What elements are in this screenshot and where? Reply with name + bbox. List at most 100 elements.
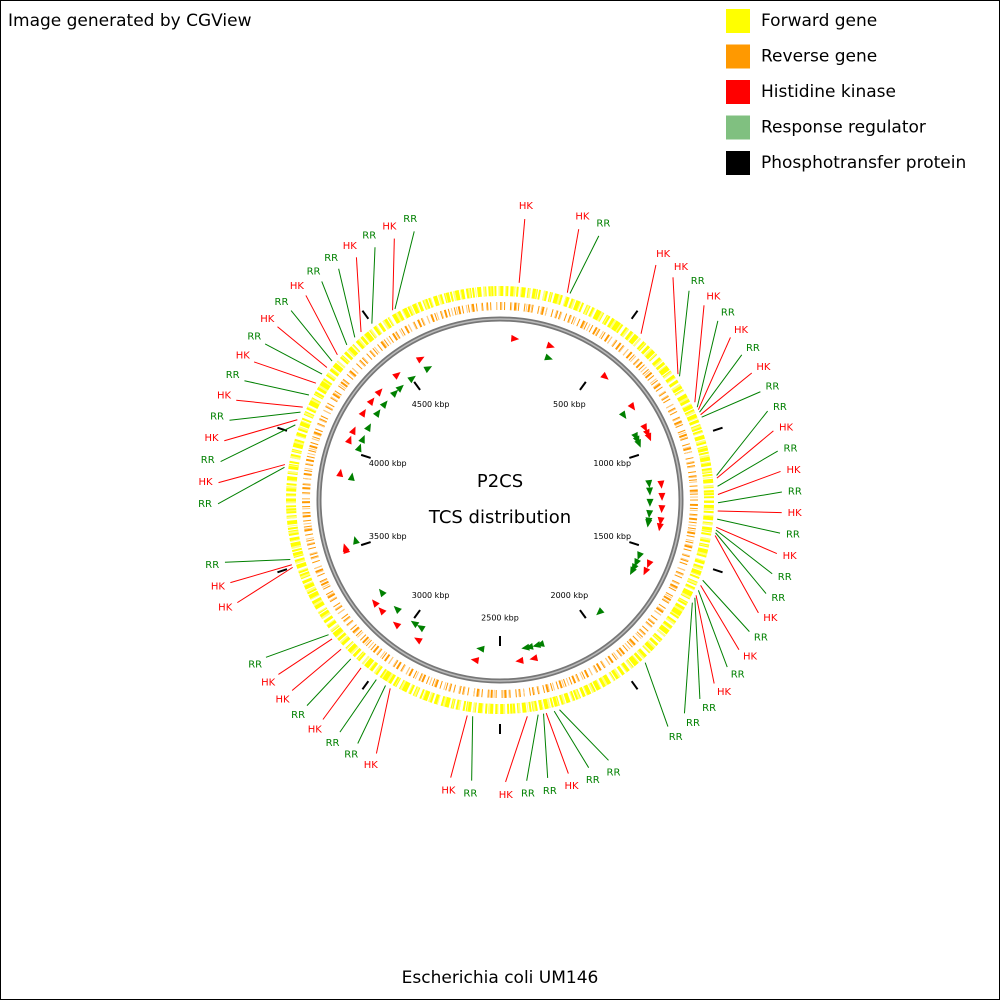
feature-label: RR xyxy=(324,253,338,264)
feature-leader xyxy=(644,662,669,727)
feature-leader xyxy=(265,634,329,658)
feature-marker xyxy=(378,588,387,598)
feature-leader xyxy=(291,648,342,691)
feature-label: HK xyxy=(575,212,590,223)
tick-inner xyxy=(360,453,371,459)
feature-leader xyxy=(694,597,701,699)
feature-label: RR xyxy=(521,789,535,800)
feature-leader xyxy=(244,380,310,396)
feature-label: HK xyxy=(756,362,771,373)
legend-label: Forward gene xyxy=(761,11,877,31)
legend-label: Reverse gene xyxy=(761,47,877,67)
reverse-ring-tint xyxy=(302,302,698,698)
feature-leader xyxy=(371,247,376,324)
tick-label: 2500 kbp xyxy=(481,614,519,623)
feature-marker xyxy=(414,637,423,645)
feature-marker xyxy=(366,397,375,407)
feature-label: HK xyxy=(205,433,220,444)
feature-label: HK xyxy=(788,508,803,519)
feature-leader xyxy=(518,219,526,283)
feature-label: HK xyxy=(441,785,456,796)
feature-leader xyxy=(217,466,285,505)
feature-leader xyxy=(322,667,362,720)
feature-label: RR xyxy=(201,455,215,466)
feature-leader xyxy=(717,450,778,487)
feature-marker xyxy=(358,408,366,418)
feature-leader xyxy=(694,305,705,403)
tick-label: 4000 kbp xyxy=(369,459,407,468)
feature-label: HK xyxy=(290,281,305,292)
center-subtitle: TCS distribution xyxy=(428,507,571,528)
feature-marker xyxy=(640,423,648,432)
feature-marker xyxy=(646,509,654,519)
feature-marker xyxy=(390,389,399,398)
feature-label: RR xyxy=(463,789,477,800)
feature-leader xyxy=(278,638,333,675)
feature-marker xyxy=(634,557,641,567)
tick-label: 2000 kbp xyxy=(551,591,589,600)
tick-inner xyxy=(413,381,421,391)
feature-leader xyxy=(697,590,728,668)
tick-label: 1000 kbp xyxy=(593,459,631,468)
feature-marker xyxy=(544,353,553,361)
feature-marker xyxy=(416,625,426,633)
tick-label: 4500 kbp xyxy=(412,400,450,409)
legend-swatch xyxy=(726,80,750,104)
feature-leader xyxy=(543,713,549,778)
feature-label: HK xyxy=(275,694,290,705)
feature-leader xyxy=(700,585,740,650)
tick-inner xyxy=(360,541,371,547)
feature-marker xyxy=(645,519,653,528)
feature-leader xyxy=(220,424,296,463)
feature-marker xyxy=(647,559,654,569)
feature-marker xyxy=(407,375,416,384)
feature-marker xyxy=(423,366,433,374)
feature-marker xyxy=(371,599,380,608)
tick-inner xyxy=(629,541,640,547)
feature-leader xyxy=(699,354,743,413)
feature-marker xyxy=(646,487,654,496)
feature-marker xyxy=(657,480,665,489)
feature-marker xyxy=(476,645,485,653)
legend-swatch xyxy=(726,44,750,69)
feature-leader xyxy=(717,491,782,504)
feature-label: HK xyxy=(564,781,579,792)
feature-label: RR xyxy=(765,382,779,393)
feature-leader xyxy=(394,231,415,310)
feature-marker xyxy=(596,607,605,616)
feature-label: HK xyxy=(217,391,232,402)
feature-marker xyxy=(348,426,356,436)
feature-leader xyxy=(683,602,693,714)
feature-marker xyxy=(342,543,350,553)
tick-outer xyxy=(361,310,370,320)
feature-label: HK xyxy=(519,201,534,212)
feature-marker xyxy=(521,643,530,651)
feature-marker xyxy=(372,409,381,418)
center-title: P2CS xyxy=(477,471,523,492)
tick-label: 3000 kbp xyxy=(412,591,450,600)
feature-label: HK xyxy=(786,465,801,476)
feature-leader xyxy=(701,391,761,418)
feature-marker xyxy=(374,388,383,397)
feature-label: HK xyxy=(717,687,732,698)
feature-leader xyxy=(375,688,391,754)
legend-swatch xyxy=(726,151,750,175)
tick-inner xyxy=(579,381,587,391)
feature-marker xyxy=(644,432,652,442)
feature-leader xyxy=(237,566,293,604)
feature-label: RR xyxy=(307,266,321,277)
feature-label: RR xyxy=(362,231,376,242)
feature-marker xyxy=(529,654,539,662)
feature-label: HK xyxy=(706,291,721,302)
feature-marker xyxy=(415,356,425,364)
feature-label: RR xyxy=(291,710,305,721)
feature-label: RR xyxy=(326,738,340,749)
tick-outer xyxy=(630,310,639,320)
feature-label: RR xyxy=(754,633,768,644)
feature-label: RR xyxy=(226,370,240,381)
feature-leader xyxy=(566,229,580,293)
legend-label: Response regulator xyxy=(761,118,926,138)
feature-leader xyxy=(277,326,328,368)
feature-leader xyxy=(559,709,609,761)
